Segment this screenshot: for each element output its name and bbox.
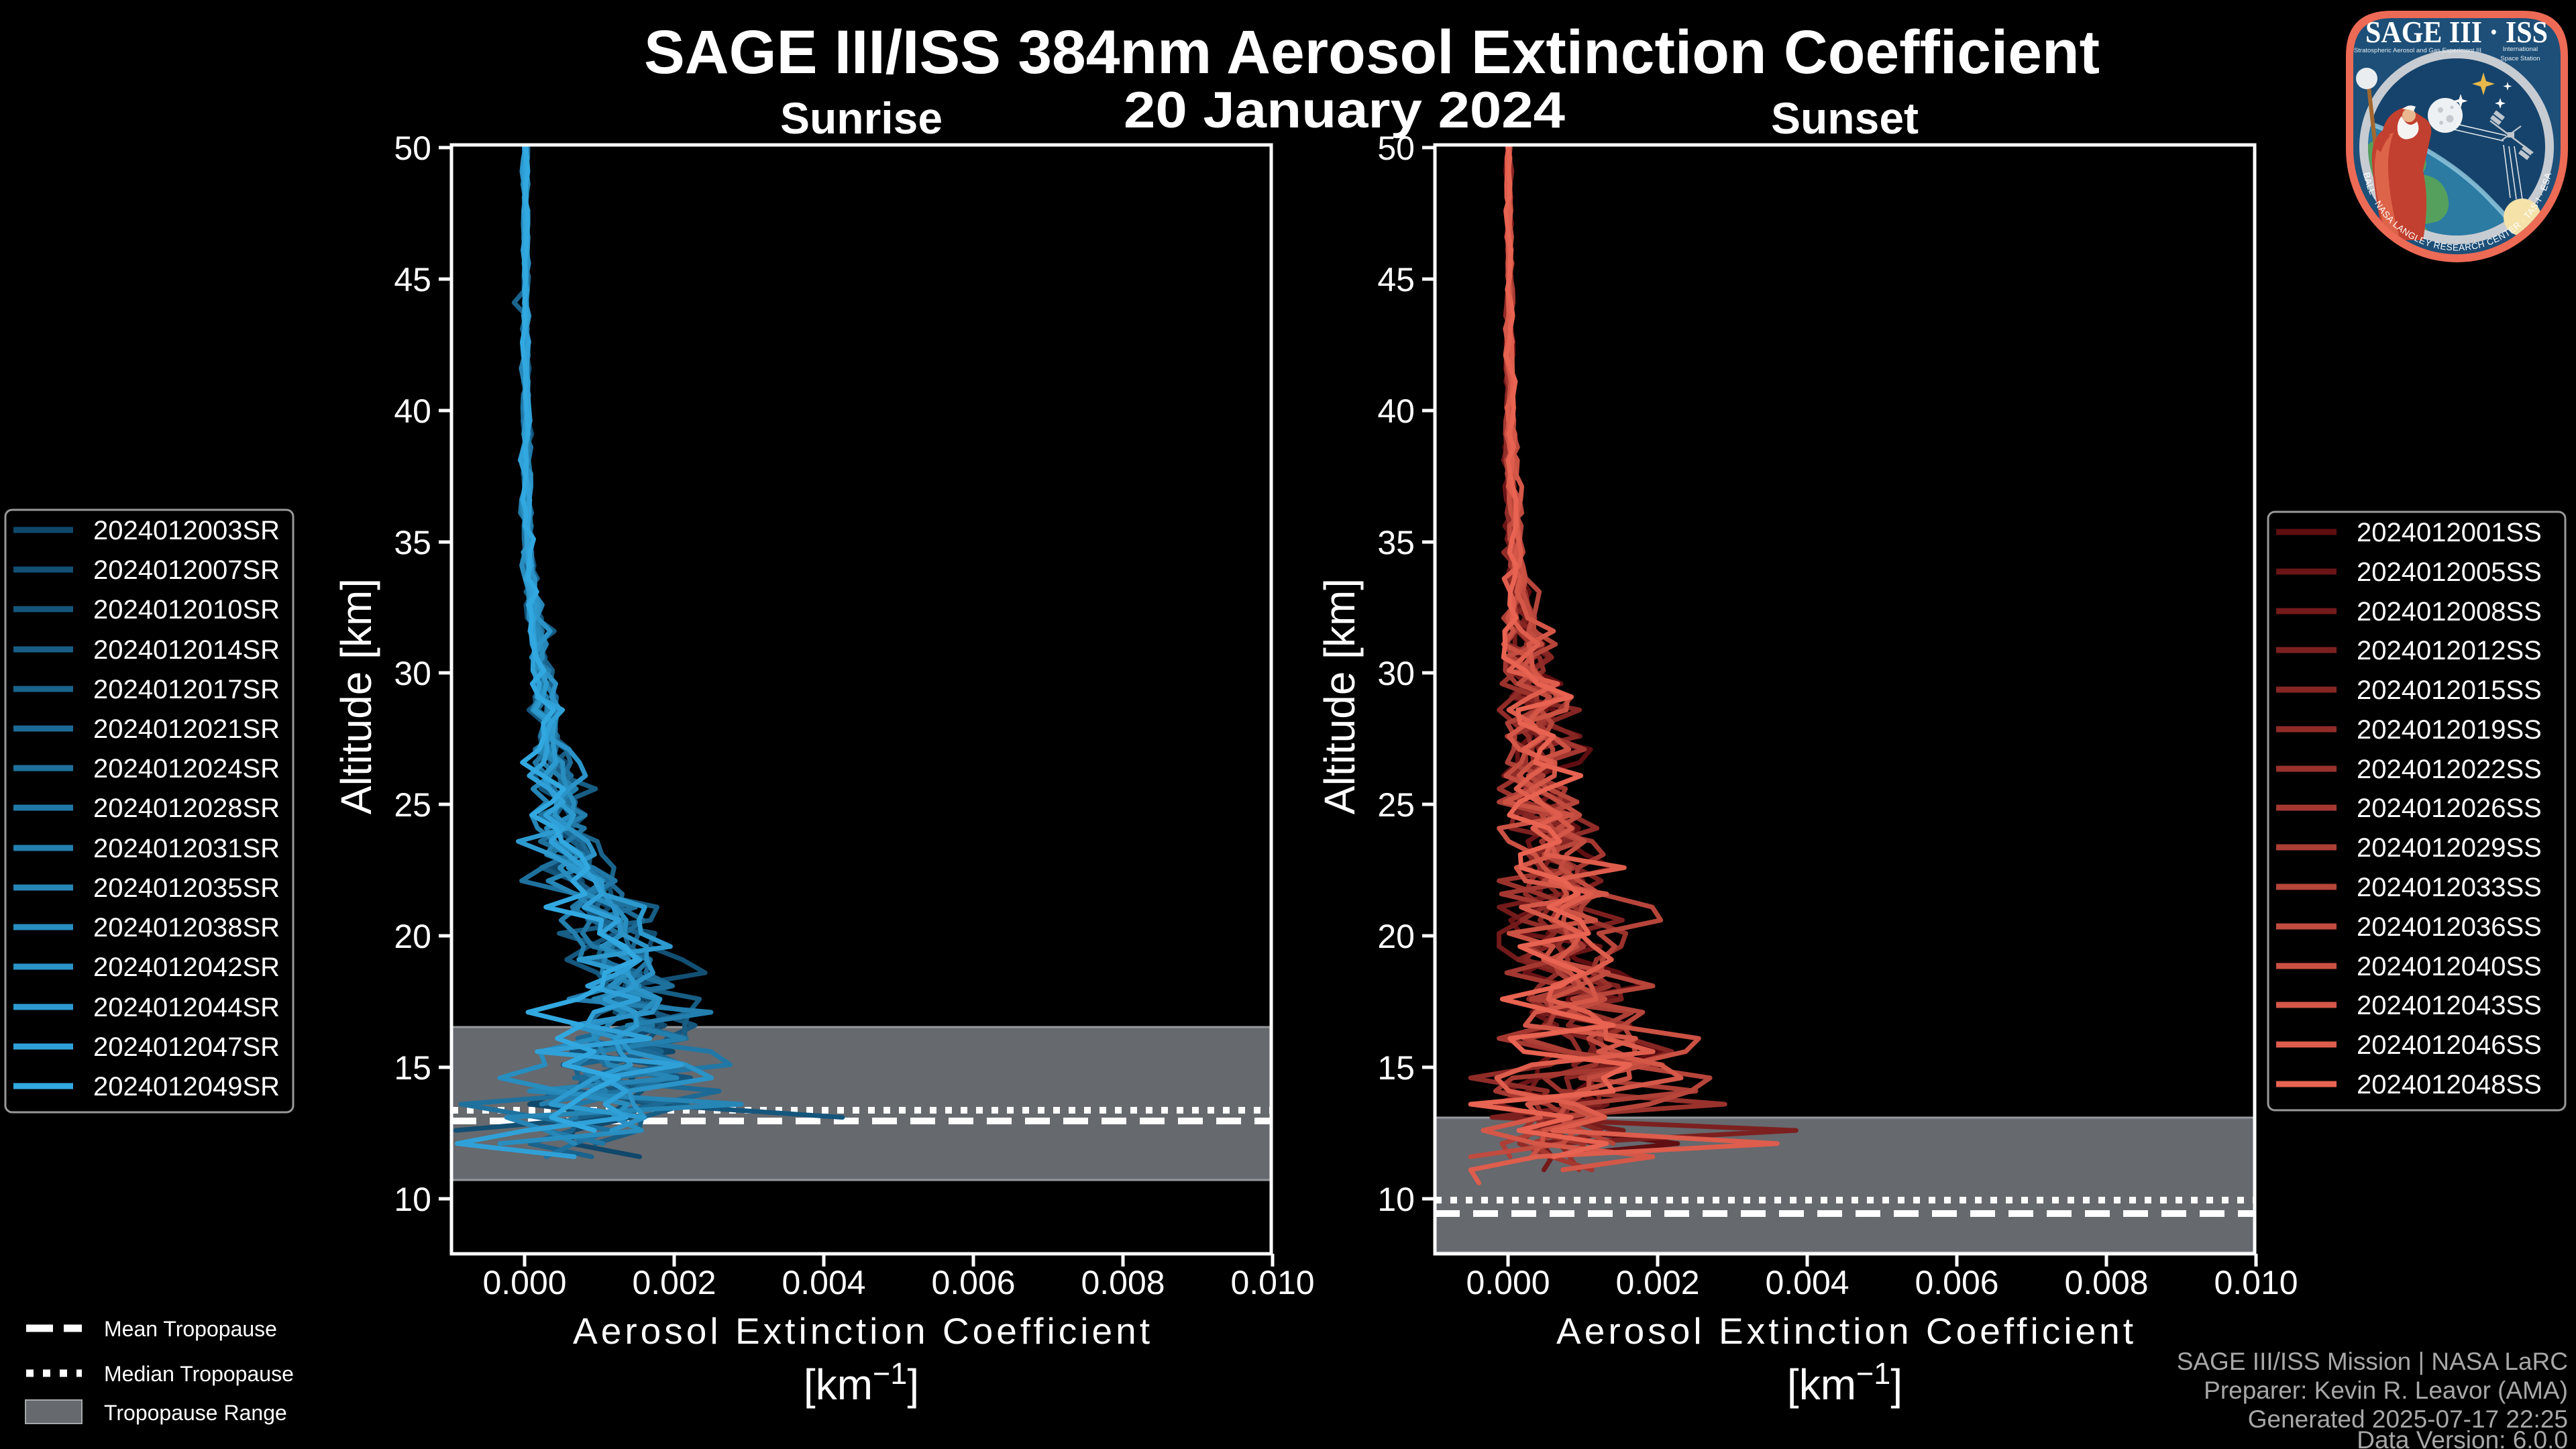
svg-text:2024012017SR: 2024012017SR — [93, 675, 280, 704]
svg-text:2024012046SS: 2024012046SS — [2357, 1030, 2542, 1060]
svg-text:2024012021SR: 2024012021SR — [93, 714, 280, 744]
svg-text:2024012008SS: 2024012008SS — [2357, 597, 2542, 627]
svg-text:2024012010SR: 2024012010SR — [93, 595, 280, 625]
svg-text:30: 30 — [394, 655, 431, 692]
svg-text:10: 10 — [394, 1181, 431, 1218]
svg-text:2024012040SS: 2024012040SS — [2357, 952, 2542, 981]
svg-text:0.010: 0.010 — [1230, 1264, 1314, 1301]
svg-text:SAGE III · ISS: SAGE III · ISS — [2365, 15, 2548, 49]
svg-text:50: 50 — [394, 129, 431, 167]
svg-text:2024012035SR: 2024012035SR — [93, 873, 280, 903]
svg-text:Altitude [km]: Altitude [km] — [332, 578, 380, 814]
svg-text:0.004: 0.004 — [1765, 1264, 1849, 1301]
svg-text:Aerosol Extinction Coefficient: Aerosol Extinction Coefficient — [1556, 1310, 2133, 1352]
svg-text:Data Version: 6.0.0: Data Version: 6.0.0 — [2357, 1426, 2568, 1449]
svg-text:0.006: 0.006 — [931, 1264, 1015, 1301]
svg-text:0.004: 0.004 — [782, 1264, 865, 1301]
svg-text:2024012029SS: 2024012029SS — [2357, 833, 2542, 863]
svg-text:2024012031SR: 2024012031SR — [93, 834, 280, 863]
svg-text:25: 25 — [1377, 786, 1415, 824]
svg-text:SAGE III/ISS Mission | NASA La: SAGE III/ISS Mission | NASA LaRC — [2177, 1348, 2568, 1375]
svg-text:Space Station: Space Station — [2500, 55, 2540, 62]
svg-text:Sunrise: Sunrise — [780, 93, 943, 143]
svg-text:0.008: 0.008 — [1081, 1264, 1165, 1301]
svg-text:2024012015SS: 2024012015SS — [2357, 676, 2542, 705]
svg-text:Preparer: Kevin R. Leavor (AMA: Preparer: Kevin R. Leavor (AMA) — [2204, 1377, 2568, 1404]
svg-text:2024012048SS: 2024012048SS — [2357, 1070, 2542, 1099]
svg-text:2024012001SS: 2024012001SS — [2357, 518, 2542, 547]
svg-text:0.000: 0.000 — [1466, 1264, 1550, 1301]
svg-text:45: 45 — [1377, 261, 1415, 299]
svg-text:2024012044SR: 2024012044SR — [93, 993, 280, 1022]
svg-text:2024012038SR: 2024012038SR — [93, 913, 280, 943]
svg-text:10: 10 — [1377, 1181, 1415, 1218]
svg-text:SAGE III/ISS 384nm Aerosol Ext: SAGE III/ISS 384nm Aerosol Extinction Co… — [644, 18, 2100, 87]
svg-text:2024012042SR: 2024012042SR — [93, 953, 280, 982]
svg-text:0.000: 0.000 — [482, 1264, 566, 1301]
svg-text:Median Tropopause: Median Tropopause — [104, 1362, 294, 1386]
svg-text:2024012028SR: 2024012028SR — [93, 794, 280, 823]
svg-text:2024012014SR: 2024012014SR — [93, 635, 280, 665]
svg-text:2024012047SR: 2024012047SR — [93, 1032, 280, 1062]
svg-text:2024012024SR: 2024012024SR — [93, 754, 280, 784]
svg-text:Sunset: Sunset — [1771, 93, 1919, 143]
svg-text:50: 50 — [1377, 129, 1415, 167]
svg-text:45: 45 — [394, 261, 431, 299]
svg-text:2024012007SR: 2024012007SR — [93, 555, 280, 585]
svg-text:2024012033SS: 2024012033SS — [2357, 873, 2542, 902]
svg-text:15: 15 — [394, 1049, 431, 1087]
svg-text:0.002: 0.002 — [632, 1264, 716, 1301]
svg-text:35: 35 — [1377, 524, 1415, 561]
svg-text:Altitude [km]: Altitude [km] — [1316, 578, 1364, 814]
svg-text:20 January 2024: 20 January 2024 — [1124, 82, 1565, 139]
svg-text:30: 30 — [1377, 655, 1415, 692]
svg-text:0.008: 0.008 — [2064, 1264, 2148, 1301]
svg-text:Mean Tropopause: Mean Tropopause — [104, 1317, 277, 1341]
svg-text:Tropopause Range: Tropopause Range — [104, 1401, 287, 1425]
svg-text:40: 40 — [1377, 392, 1415, 430]
svg-text:Aerosol Extinction Coefficient: Aerosol Extinction Coefficient — [573, 1310, 1150, 1352]
svg-text:20: 20 — [394, 918, 431, 955]
svg-text:35: 35 — [394, 524, 431, 561]
svg-text:0.002: 0.002 — [1615, 1264, 1699, 1301]
svg-text:International: International — [2503, 46, 2538, 53]
svg-text:2024012043SS: 2024012043SS — [2357, 991, 2542, 1020]
svg-text:0.010: 0.010 — [2214, 1264, 2298, 1301]
svg-text:2024012036SS: 2024012036SS — [2357, 912, 2542, 942]
svg-text:Stratospheric Aerosol and Gas: Stratospheric Aerosol and Gas Experiment… — [2354, 47, 2481, 54]
svg-text:15: 15 — [1377, 1049, 1415, 1087]
svg-text:2024012022SS: 2024012022SS — [2357, 755, 2542, 784]
svg-text:2024012012SS: 2024012012SS — [2357, 636, 2542, 665]
svg-text:20: 20 — [1377, 918, 1415, 955]
svg-text:40: 40 — [394, 392, 431, 430]
svg-text:0.006: 0.006 — [1915, 1264, 1998, 1301]
svg-text:2024012005SS: 2024012005SS — [2357, 557, 2542, 587]
svg-text:25: 25 — [394, 786, 431, 824]
svg-text:2024012026SS: 2024012026SS — [2357, 794, 2542, 823]
svg-text:2024012019SS: 2024012019SS — [2357, 715, 2542, 745]
svg-text:Generated 2025-07-17 22:25: Generated 2025-07-17 22:25 — [2248, 1405, 2568, 1433]
svg-text:2024012003SR: 2024012003SR — [93, 516, 280, 545]
svg-text:2024012049SR: 2024012049SR — [93, 1072, 280, 1102]
